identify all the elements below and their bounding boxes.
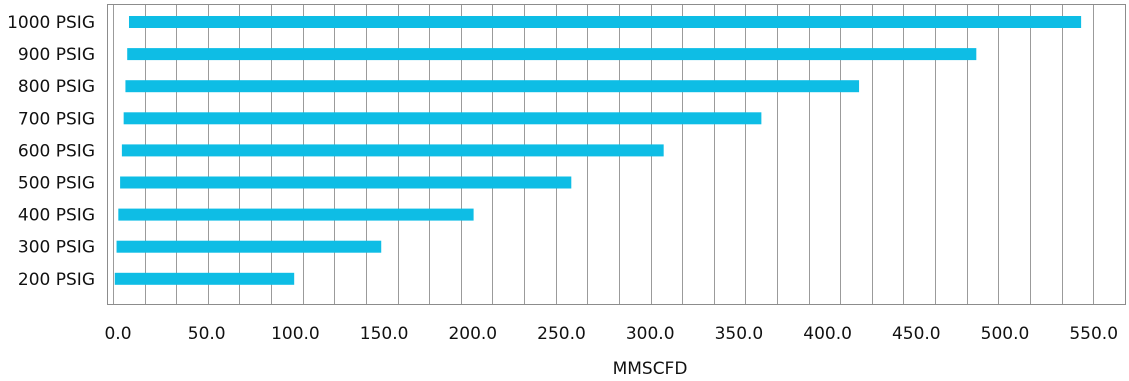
bars <box>114 16 1082 285</box>
x-tick-label: 200.0 <box>448 324 497 344</box>
bar-200-psig <box>114 272 295 285</box>
x-tick-label: 500.0 <box>981 324 1030 344</box>
category-label: 1000 PSIG <box>7 13 95 33</box>
x-tick-label: 250.0 <box>537 324 586 344</box>
x-tick-label: 300.0 <box>626 324 675 344</box>
x-tick-label: 550.0 <box>1069 324 1118 344</box>
bar-300-psig <box>116 240 382 253</box>
x-tick-labels: 0.0 50.0 100.0 150.0 200.0 250.0 300.0 350.0 400… <box>104 324 1118 344</box>
x-tick-label: 350.0 <box>715 324 764 344</box>
category-label: 300 PSIG <box>18 238 95 258</box>
x-tick-label: 0.0 <box>104 324 131 344</box>
x-tick-label: 450.0 <box>892 324 941 344</box>
bar-400-psig <box>118 208 474 221</box>
category-label: 200 PSIG <box>18 270 95 290</box>
x-axis-title: MMSCFD <box>613 359 688 379</box>
category-labels: 1000 PSIG 900 PSIG 800 PSIG 700 PSIG 600 PSI… <box>7 13 95 290</box>
category-label: 700 PSIG <box>18 109 95 129</box>
bar-500-psig <box>120 176 572 189</box>
bar-700-psig <box>123 112 762 125</box>
bar-600-psig <box>121 144 664 157</box>
category-label: 400 PSIG <box>18 206 95 226</box>
x-tick-label: 400.0 <box>803 324 852 344</box>
x-tick-label: 50.0 <box>188 324 226 344</box>
bar-800-psig <box>125 80 860 93</box>
category-label: 800 PSIG <box>18 77 95 97</box>
x-tick-label: 100.0 <box>271 324 320 344</box>
category-label: 600 PSIG <box>18 141 95 161</box>
bar-900-psig <box>127 48 977 61</box>
plot-frame <box>107 4 1126 305</box>
bar-1000-psig <box>128 16 1082 28</box>
x-tick-label: 150.0 <box>360 324 409 344</box>
category-label: 500 PSIG <box>18 174 95 194</box>
category-label: 900 PSIG <box>18 45 95 65</box>
